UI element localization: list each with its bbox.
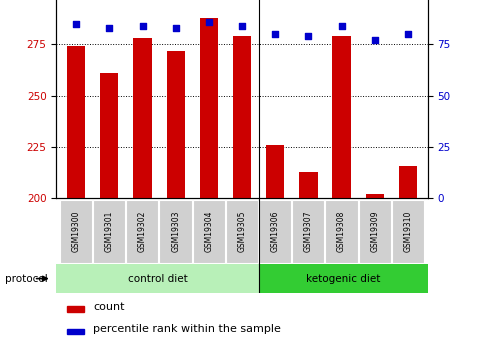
- Point: [271, 31, 279, 37]
- Text: GSM19308: GSM19308: [336, 210, 346, 252]
- Point: [171, 25, 179, 31]
- FancyBboxPatch shape: [126, 200, 158, 263]
- Bar: [133, 38, 151, 198]
- Point: [370, 38, 378, 43]
- Point: [403, 31, 411, 37]
- Bar: [199, 18, 218, 198]
- Text: protocol: protocol: [5, 274, 47, 284]
- Point: [72, 21, 80, 27]
- Text: count: count: [93, 302, 124, 312]
- Point: [304, 33, 312, 39]
- Point: [238, 23, 245, 29]
- FancyBboxPatch shape: [358, 200, 390, 263]
- Bar: [265, 145, 284, 198]
- FancyBboxPatch shape: [192, 200, 224, 263]
- FancyBboxPatch shape: [56, 264, 258, 293]
- Bar: [67, 329, 84, 334]
- Bar: [67, 47, 85, 198]
- Point: [204, 19, 212, 24]
- Bar: [100, 73, 118, 198]
- FancyBboxPatch shape: [60, 200, 92, 263]
- Text: GSM19307: GSM19307: [304, 210, 312, 252]
- Text: GSM19303: GSM19303: [171, 210, 180, 252]
- Bar: [299, 172, 317, 198]
- FancyBboxPatch shape: [225, 200, 258, 263]
- Bar: [166, 51, 184, 198]
- Bar: [365, 194, 383, 198]
- Text: GSM19304: GSM19304: [204, 210, 213, 252]
- Text: GSM19302: GSM19302: [138, 210, 147, 252]
- FancyBboxPatch shape: [325, 200, 357, 263]
- FancyBboxPatch shape: [159, 200, 191, 263]
- Text: percentile rank within the sample: percentile rank within the sample: [93, 324, 281, 334]
- FancyBboxPatch shape: [291, 200, 324, 263]
- Bar: [398, 166, 416, 198]
- FancyBboxPatch shape: [258, 264, 427, 293]
- FancyBboxPatch shape: [93, 200, 125, 263]
- Text: GSM19300: GSM19300: [72, 210, 81, 252]
- Text: GSM19309: GSM19309: [369, 210, 379, 252]
- Text: control diet: control diet: [127, 274, 187, 284]
- Point: [105, 25, 113, 31]
- Text: GSM19305: GSM19305: [237, 210, 246, 252]
- Bar: [332, 36, 350, 198]
- Text: GSM19310: GSM19310: [403, 210, 411, 252]
- Text: GSM19306: GSM19306: [270, 210, 279, 252]
- Text: ketogenic diet: ketogenic diet: [305, 274, 380, 284]
- FancyBboxPatch shape: [391, 200, 423, 263]
- Point: [138, 23, 146, 29]
- Text: GSM19301: GSM19301: [104, 210, 114, 252]
- FancyBboxPatch shape: [259, 200, 290, 263]
- Bar: [232, 36, 251, 198]
- Point: [337, 23, 345, 29]
- Bar: [67, 306, 84, 312]
